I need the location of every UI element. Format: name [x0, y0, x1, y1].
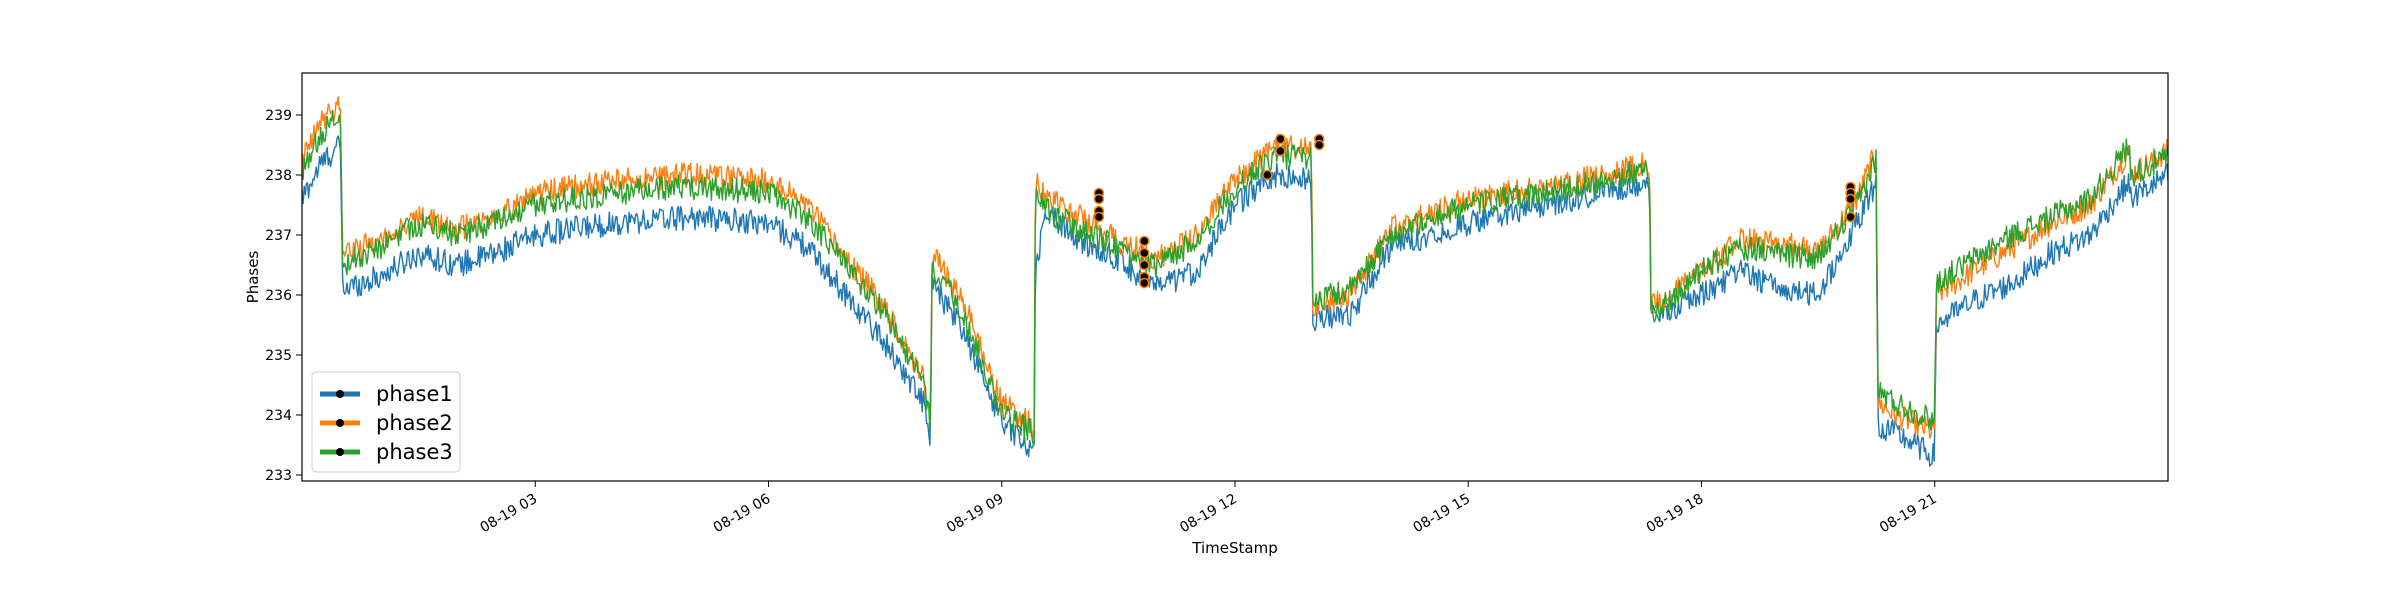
legend-label-phase2: phase2: [376, 411, 453, 435]
legend-label-phase3: phase3: [376, 440, 453, 464]
y-axis: 233 234 235 236 237 238 239: [265, 108, 302, 484]
anomaly-marker: [1313, 139, 1325, 151]
legend-marker-phase1: [336, 390, 344, 398]
anomaly-marker: [1845, 211, 1856, 223]
y-tick-label: 233: [265, 468, 292, 484]
y-axis-label: Phases: [244, 251, 262, 304]
series-line-phase2: [301, 96, 2169, 439]
series-line-phase1: [301, 135, 2169, 467]
series-layer: [301, 96, 2169, 467]
legend-label-phase1: phase1: [376, 382, 453, 406]
anomaly-marker: [1093, 211, 1105, 223]
anomaly-marker: [1139, 277, 1150, 289]
x-tick-label: 08-19 15: [1411, 491, 1474, 536]
anomaly-marker: [1139, 235, 1150, 247]
y-tick-label: 234: [265, 408, 292, 424]
x-axis: 08-19 03 08-19 06 08-19 09 08-19 12 08-19 15…: [478, 481, 1940, 536]
anomaly-marker: [1093, 193, 1105, 205]
x-tick-label: 08-19 18: [1644, 491, 1707, 536]
legend-marker-phase2: [336, 419, 344, 427]
y-tick-label: 236: [265, 288, 292, 304]
anomaly-marker: [1139, 247, 1150, 259]
x-tick-label: 08-19 21: [1877, 491, 1940, 536]
anomaly-marker: [1845, 193, 1856, 205]
anomaly-markers: [1093, 133, 1856, 289]
y-tick-label: 239: [265, 108, 292, 124]
y-tick-label: 237: [265, 228, 292, 244]
series-line-phase3: [301, 109, 2169, 446]
x-tick-label: 08-19 12: [1177, 491, 1240, 536]
x-axis-label: TimeStamp: [1191, 539, 1277, 557]
legend-marker-phase3: [336, 448, 344, 456]
x-tick-label: 08-19 09: [944, 491, 1007, 536]
anomaly-marker: [1275, 133, 1286, 145]
anomaly-marker: [1262, 169, 1273, 181]
y-tick-label: 238: [265, 168, 292, 184]
anomaly-marker: [1275, 145, 1286, 157]
y-tick-label: 235: [265, 348, 292, 364]
legend: phase1 phase2 phase3: [311, 371, 461, 473]
anomaly-marker: [1139, 259, 1150, 271]
x-tick-label: 08-19 03: [478, 491, 541, 536]
x-tick-label: 08-19 06: [711, 491, 774, 536]
legend-box: [311, 371, 461, 473]
